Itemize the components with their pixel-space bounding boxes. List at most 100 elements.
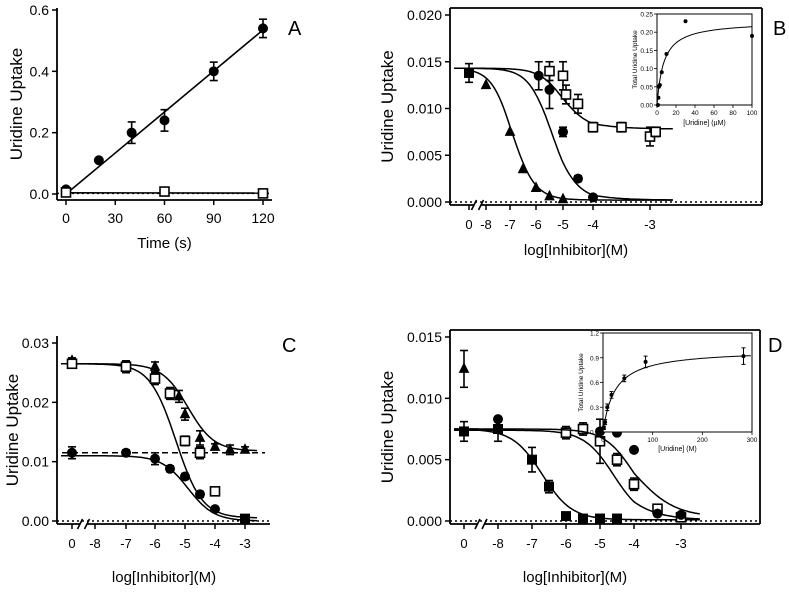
data-point [239,443,251,454]
data-point [616,121,627,133]
y-tick-label: 0.005 [407,452,442,468]
inset-y-tick-label: 0.15 [640,48,653,55]
inset-data-point [643,359,648,364]
data-point [587,121,599,133]
data-point [560,427,572,438]
data-point [458,362,470,373]
data-point [573,173,583,184]
data-point [588,192,598,203]
inset-y-label: Total Uridine Uptake [632,30,639,89]
x-tick-label: -5 [557,217,569,232]
data-point [159,186,170,197]
data-point [60,187,72,198]
data-point [517,162,529,174]
data-point [652,508,663,519]
fit-curve [471,70,673,201]
y-tick-label: 0.01 [22,454,49,470]
inset-y-tick-label: 0.25 [640,12,653,19]
x-tick-label: -8 [480,217,492,232]
inset-x-tick-label: 300 [747,437,758,444]
data-point [544,84,555,95]
data-point [67,447,77,458]
inset-data-point [750,33,754,38]
x-axis-label: log[Inhibitor](M) [112,569,216,586]
inset-frame [656,13,753,106]
data-point [557,70,569,82]
x-tick-label: -6 [560,536,572,551]
data-point [258,23,268,34]
x-tick-label: 0 [460,536,467,551]
inset-data-point [655,103,660,107]
inset-y-tick-label: 0.6 [590,380,599,387]
y-axis-label: Uridine Uptake [378,50,397,162]
x-tick-label: 0 [62,210,70,226]
inset-data-point [609,392,614,397]
y-tick-label: 0.000 [407,513,442,529]
inset-y-label: Total Uridine Uptake [578,353,585,412]
y-tick-label: 0.6 [30,2,50,18]
x-tick-label: -3 [644,217,656,232]
inset-x-tick-label: 100 [647,437,658,444]
data-point [480,78,492,90]
inset-y-tick-label: 0.05 [640,84,653,91]
data-point [208,66,219,77]
y-tick-label: 0.2 [30,125,50,141]
x-tick-label: -4 [209,536,221,551]
x-tick-label: -6 [149,536,161,551]
data-point [544,65,555,77]
x-tick-label: -3 [239,536,251,551]
data-point [560,89,572,100]
axis-break-gap [473,201,482,209]
data-point [572,98,584,110]
panel-c: C 0.00 0.01 0.02 0.03 0 -8 -7 -6 -5 -4 -3 log[Inhib… [3,335,296,586]
inset-data-point [622,376,627,381]
inset-x-label: [Uridine] (µM) [683,120,726,127]
y-axis-label: Uridine Uptake [378,371,397,483]
inset-x-tick-label: 80 [729,110,737,117]
inset-x-tick-label: 200 [697,437,708,444]
data-point [121,447,131,458]
panel-letter-d: D [768,335,782,357]
inset-fit-curve [656,26,752,106]
fit-curve [477,429,700,521]
data-point [629,444,639,455]
x-tick-label: -8 [89,536,101,551]
data-point [561,511,571,522]
x-tick-label: -4 [587,217,599,232]
inset-x-tick-label: 0 [601,437,605,444]
data-point [464,67,474,78]
inset-data-point [603,420,608,425]
inset-y-tick-label: 0.10 [640,66,653,73]
x-tick-label: 0 [68,536,75,551]
inset-data-point [601,425,606,430]
inset-data-point [741,354,746,359]
inset-data-point [605,405,610,410]
x-tick-label: -6 [530,217,542,232]
inset-y-tick-label: 1.2 [590,331,599,338]
data-point [180,471,190,482]
axis-break [76,518,84,530]
y-axis-label: Uridine Uptake [3,374,22,486]
data-point [164,388,176,399]
data-point [544,189,555,201]
x-tick-label: -8 [492,536,504,551]
x-tick-label: -4 [628,536,640,551]
data-point [179,407,191,419]
y-tick-label: 0.4 [30,63,50,79]
data-point [195,489,205,500]
data-point [544,481,554,492]
data-point [93,155,104,166]
y-tick-label: 0.020 [407,7,442,23]
data-point [179,435,191,447]
panel-letter-c: C [282,335,296,357]
y-tick-label: 0.005 [407,147,442,163]
inset-x-tick-label: 40 [691,110,699,117]
y-tick-label: 0.03 [22,335,49,351]
axis-break-gap [477,520,485,528]
y-axis-label: Uridine Uptake [7,48,26,160]
axis-break [477,199,485,211]
data-point [149,360,161,371]
axis-break [474,518,481,530]
y-tick-label: 0.015 [407,54,442,70]
y-tick-label: 0.02 [22,394,49,410]
